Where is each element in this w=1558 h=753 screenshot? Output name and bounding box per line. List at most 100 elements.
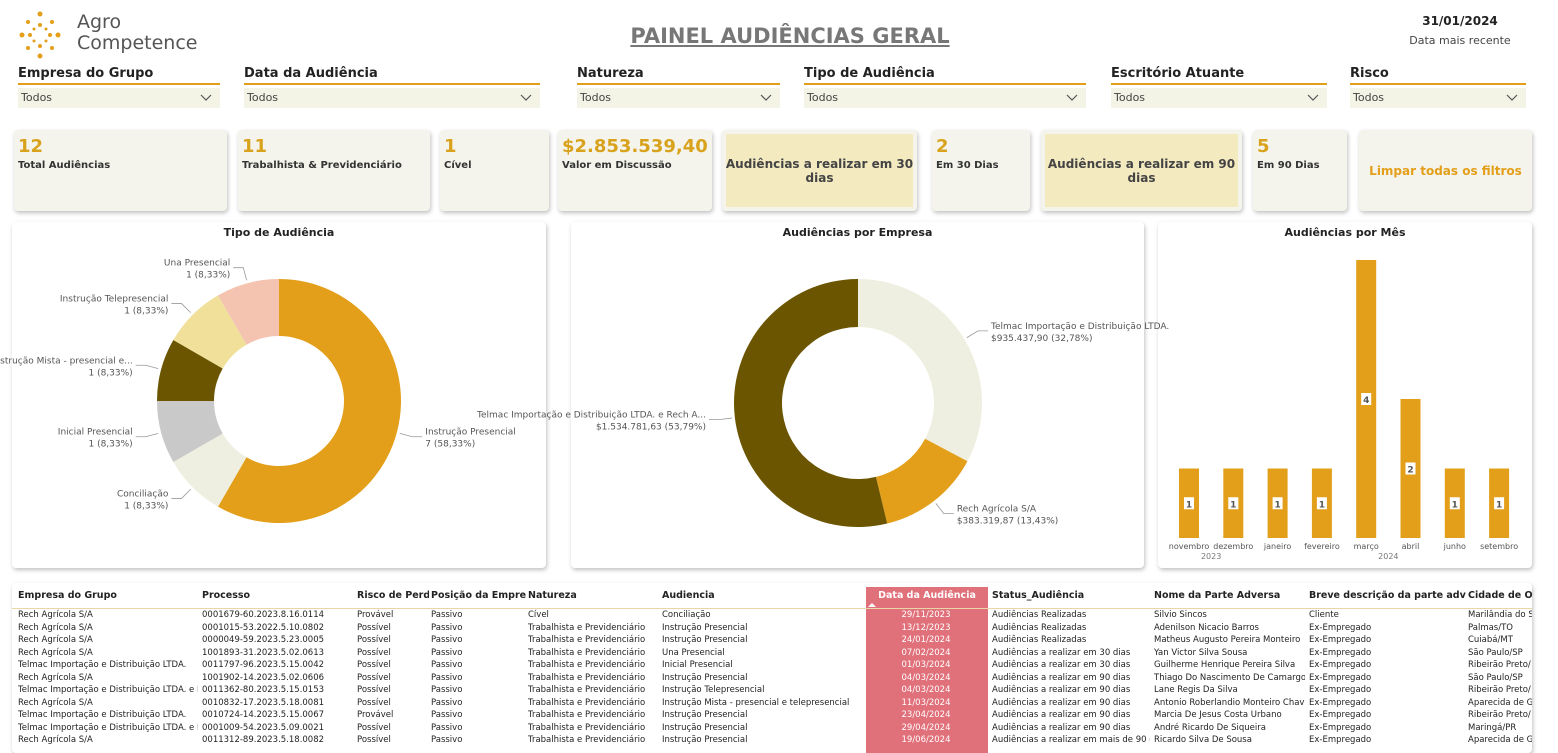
table-cell: 0001009-54.2023.5.09.0021 — [202, 722, 325, 733]
chevron — [1307, 94, 1319, 101]
table-cell: Ribeirão Preto/ — [1468, 685, 1531, 695]
column-header[interactable]: Empresa do Grupo — [18, 590, 117, 601]
kpi-card: 12 Total Audiências — [14, 130, 227, 211]
kpi-value: 1 — [444, 136, 457, 157]
table-cell: Passivo — [431, 685, 463, 695]
table-cell: Audiências a realizar em 90 dias — [992, 710, 1131, 720]
data-label-box — [1494, 497, 1505, 510]
donut-slice — [173, 295, 247, 369]
x-tick-label: março — [1354, 542, 1379, 551]
chart-title: Tipo de Audiência — [224, 226, 335, 239]
table-cell: Audiências Realizadas — [992, 635, 1087, 645]
column-header[interactable]: Cidade de Or — [1468, 590, 1532, 601]
column-header[interactable]: Posição da Empresa — [431, 590, 526, 601]
donut-slice — [218, 279, 402, 524]
table-cell: Ribeirão Preto/ — [1468, 710, 1531, 720]
column-header[interactable]: Processo — [202, 590, 251, 601]
kpi-button[interactable]: Audiências a realizar em 30 dias — [722, 130, 917, 211]
table-cell: Trabalhista e Previdenciário — [528, 722, 646, 733]
table-cell: 24/01/2024 — [901, 635, 951, 645]
table-cell: 29/11/2023 — [901, 610, 951, 620]
column-header[interactable]: Audiencia — [662, 590, 715, 601]
kpi-label: Total Audiências — [18, 160, 111, 171]
donut-slice — [157, 401, 223, 462]
table-cell: Possível — [357, 660, 391, 670]
filter-dropdown[interactable]: Todos — [577, 88, 780, 108]
kpi-button[interactable]: Limpar todas os filtros — [1359, 130, 1532, 211]
slice-value-label: $1.534.781,63 (53,79%) — [596, 423, 706, 433]
filter-dropdown[interactable]: Todos — [804, 88, 1086, 108]
table-cell: Antonio Roberlandio Monteiro Chaves — [1154, 697, 1305, 708]
logo-text: Agro Competence — [77, 12, 197, 54]
column-header[interactable]: Nome da Parte Adversa — [1154, 590, 1281, 601]
table-cell: Instrução Presencial — [662, 722, 748, 733]
table-cell: Instrução Mista - presencial e teleprese… — [662, 697, 850, 708]
table-cell: Telmac Importação e Distribuição LTDA. e… — [18, 685, 198, 695]
table-cell: Possível — [357, 635, 391, 645]
table-cell: Conciliação — [662, 610, 711, 620]
table-cell: Ex-Empregado — [1309, 672, 1372, 683]
slice-value-label: $383.319,87 (13,43%) — [957, 517, 1058, 527]
kpi-label: Cível — [444, 160, 472, 171]
table-cell: Instrução Presencial — [662, 672, 748, 683]
data-label: 1 — [1186, 500, 1192, 510]
data-label: 1 — [1319, 500, 1325, 510]
data-label-box — [1449, 497, 1460, 510]
x-group-label: 2023 — [1201, 552, 1221, 561]
column-header[interactable]: Risco de Perda — [357, 590, 429, 601]
filter-underline — [577, 83, 780, 85]
table-cell: 23/04/2024 — [901, 710, 951, 720]
column-header[interactable]: Status_Audiência — [992, 590, 1085, 601]
leader-line — [399, 432, 423, 438]
table-cell: Passivo — [431, 660, 463, 670]
data-label: 4 — [1363, 396, 1369, 406]
donut-slice — [157, 340, 223, 401]
slice-value-label: 1 (8,33%) — [124, 502, 168, 512]
table-cell: Trabalhista e Previdenciário — [528, 697, 646, 708]
filter-dropdown[interactable]: Todos — [1111, 88, 1327, 108]
table-cell: Trabalhista e Previdenciário — [528, 735, 646, 745]
logo-line: Competence — [77, 32, 198, 54]
leader-line — [233, 267, 248, 281]
table-cell: Ex-Empregado — [1309, 647, 1372, 658]
filter-dropdown[interactable]: Todos — [18, 88, 220, 108]
slice-label: Instrução Presencial — [425, 428, 516, 438]
donut-slice — [858, 279, 982, 462]
table-cell: Ex-Empregado — [1309, 635, 1372, 645]
table-cell: Ex-Empregado — [1309, 622, 1372, 633]
chart-title: Audiências por Empresa — [783, 226, 933, 239]
kpi-value: 12 — [18, 136, 44, 157]
donut-slice — [218, 279, 279, 345]
table-cell: Cuiabá/MT — [1468, 635, 1513, 645]
table-cell: Ex-Empregado — [1309, 735, 1372, 745]
leader-line — [708, 417, 732, 421]
x-tick-label: setembro — [1480, 542, 1518, 551]
chart-card — [1158, 222, 1532, 568]
column-header[interactable]: Natureza — [528, 590, 577, 601]
filter-dropdown[interactable]: Todos — [244, 88, 540, 108]
table-cell: 0011312-89.2023.5.18.0082 — [202, 735, 325, 745]
table-cell: Provável — [357, 710, 394, 720]
table-cell: 29/04/2024 — [901, 722, 951, 733]
x-tick-label: dezembro — [1213, 542, 1253, 551]
column-header[interactable]: Breve descrição da parte adversa — [1309, 590, 1466, 601]
table-cell: Audiências a realizar em 30 dias — [992, 647, 1131, 658]
table-cell: Possível — [357, 722, 391, 733]
table-cell: Instrução Presencial — [662, 622, 748, 633]
filter-underline — [18, 83, 220, 85]
filter-dropdown[interactable]: Todos — [1350, 88, 1526, 108]
table-cell: 19/06/2024 — [901, 735, 951, 745]
button-label: Audiências a realizar em 30 dias — [725, 156, 914, 185]
table-cell: Instrução Presencial — [662, 710, 748, 720]
table-cell: Trabalhista e Previdenciário — [528, 672, 646, 683]
table-cell: 07/02/2024 — [901, 647, 951, 658]
table-cell: Ex-Empregado — [1309, 685, 1372, 695]
data-label-box — [1228, 497, 1239, 510]
table-cell: Maringá/PR — [1468, 722, 1517, 733]
table-cell: Passivo — [431, 735, 463, 745]
column-header[interactable]: Data da Audiência — [878, 590, 976, 601]
kpi-button[interactable]: Audiências a realizar em 90 dias — [1041, 130, 1242, 211]
table-cell: Possível — [357, 697, 391, 708]
filter-value: Todos — [247, 91, 279, 104]
data-label: 2 — [1407, 466, 1413, 476]
